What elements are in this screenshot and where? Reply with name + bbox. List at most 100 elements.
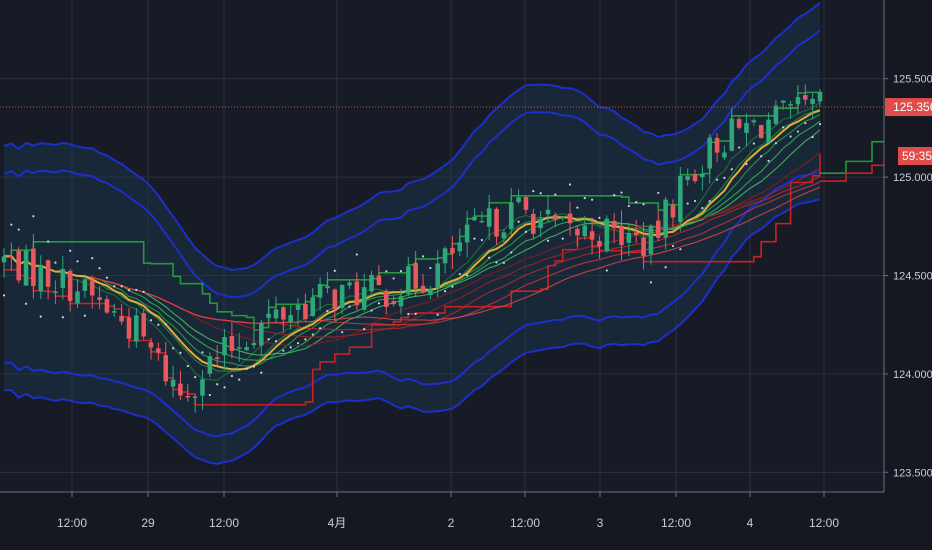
parabolic-sar-layer xyxy=(2,121,822,397)
candle-body xyxy=(310,297,316,316)
sar-dot xyxy=(245,367,248,370)
candle-body xyxy=(148,342,154,348)
sar-dot xyxy=(61,316,64,319)
candle-body xyxy=(744,122,749,133)
candle-body xyxy=(817,91,823,102)
candle-body xyxy=(766,119,771,143)
candle-body xyxy=(678,175,683,222)
x-tick-label: 4月 xyxy=(328,516,347,530)
candle-body xyxy=(214,357,220,359)
candle-body xyxy=(604,218,610,252)
sar-dot xyxy=(399,270,403,273)
candle-body xyxy=(339,284,345,309)
sar-dot xyxy=(613,194,616,197)
sar-dot xyxy=(69,249,72,252)
candle-body xyxy=(67,270,73,302)
sar-dot xyxy=(216,383,219,386)
sar-dot xyxy=(289,346,292,349)
sar-dot xyxy=(605,269,608,272)
sar-dot xyxy=(796,130,800,133)
sar-dot xyxy=(738,146,741,149)
candle-body xyxy=(611,220,617,228)
sar-dot xyxy=(649,281,653,284)
candle-body xyxy=(89,280,95,296)
candle-body xyxy=(126,317,132,339)
candle-body xyxy=(494,208,499,237)
sar-dot xyxy=(54,261,57,264)
x-tick-label: 12:00 xyxy=(661,516,691,530)
candle-body xyxy=(207,356,213,374)
sar-dot xyxy=(657,191,660,194)
sar-dot xyxy=(39,315,42,318)
sar-dot xyxy=(591,198,594,201)
candle-body xyxy=(575,228,580,236)
sar-dot xyxy=(752,142,755,145)
candle-body xyxy=(582,225,588,237)
sar-dot xyxy=(760,155,763,158)
sar-dot xyxy=(260,371,263,374)
candle-body xyxy=(428,289,433,295)
sar-dot xyxy=(473,237,476,240)
sar-dot xyxy=(745,163,748,166)
sar-dot xyxy=(730,168,733,171)
sar-dot xyxy=(47,240,50,243)
sar-dot xyxy=(510,251,513,254)
sar-dot xyxy=(10,223,13,226)
sar-dot xyxy=(789,135,792,138)
leading-span-a xyxy=(820,140,884,174)
sar-dot xyxy=(348,305,351,308)
candle-body xyxy=(663,199,668,238)
sar-dot xyxy=(311,333,314,336)
candle-body xyxy=(192,396,198,399)
sar-dot xyxy=(17,228,20,231)
candle-body xyxy=(170,379,176,387)
countdown-badge-bg xyxy=(898,147,932,165)
candle-body xyxy=(229,336,235,352)
candle-body xyxy=(700,173,705,178)
candle-body xyxy=(567,213,573,224)
candle-body xyxy=(134,315,139,342)
candle-body xyxy=(332,289,338,309)
candle-body xyxy=(538,219,543,229)
ma-ribbon-layer xyxy=(3,101,821,381)
x-axis-ticks: 12:00 29 12:00 4月 2 12:00 3 12:00 4 12:00 xyxy=(57,492,839,530)
sar-dot xyxy=(135,288,138,292)
sar-dot xyxy=(32,215,35,218)
ma-ribbon-fast-line xyxy=(3,120,821,362)
sar-dot xyxy=(421,255,425,258)
candle-body xyxy=(53,291,58,294)
sar-dot xyxy=(341,331,344,334)
sar-dot xyxy=(480,238,483,242)
sar-dot xyxy=(671,244,675,248)
sar-dot xyxy=(252,365,256,368)
sar-dot xyxy=(319,327,322,330)
donchian-upper-line xyxy=(4,91,820,331)
candle-body xyxy=(16,250,21,281)
candle-body xyxy=(185,395,191,398)
candle-body xyxy=(773,105,779,124)
candle-body xyxy=(82,279,88,291)
candle-body xyxy=(369,274,374,292)
sar-dot xyxy=(377,302,381,305)
sar-dot xyxy=(414,312,417,316)
sar-dot xyxy=(635,201,638,204)
candle-body xyxy=(685,176,690,181)
sar-dot xyxy=(149,319,153,322)
sar-dot xyxy=(664,266,667,269)
sar-dot xyxy=(429,266,432,270)
candle-body xyxy=(464,224,470,243)
candle-body xyxy=(38,265,44,292)
candle-body xyxy=(391,301,396,305)
x-tick-label: 29 xyxy=(141,516,155,530)
sar-dot xyxy=(76,260,79,263)
sar-dot xyxy=(804,121,807,125)
sar-dot xyxy=(274,340,278,343)
sar-dot xyxy=(91,256,94,260)
sar-dot xyxy=(194,375,197,379)
sar-dot xyxy=(495,261,498,264)
x-tick-label: 12:00 xyxy=(57,516,87,530)
candle-body xyxy=(758,124,764,139)
sar-dot xyxy=(2,294,6,297)
